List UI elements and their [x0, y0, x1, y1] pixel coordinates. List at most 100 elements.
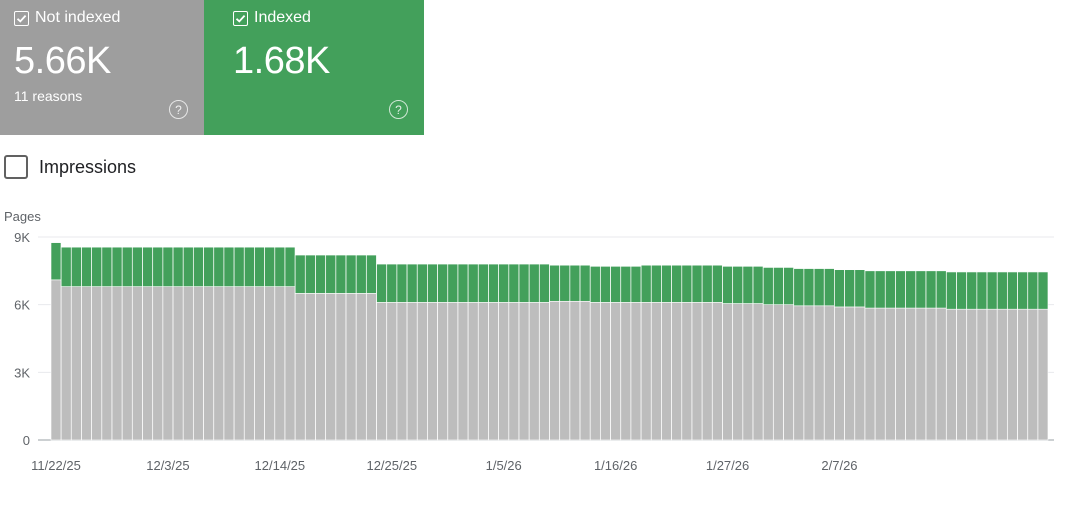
bar-indexed[interactable]: [121, 246, 133, 287]
bar-not-indexed[interactable]: [996, 308, 1008, 441]
bar-indexed[interactable]: [528, 263, 540, 303]
bar-indexed[interactable]: [935, 270, 947, 309]
bar-not-indexed[interactable]: [600, 302, 611, 441]
bar-indexed[interactable]: [986, 271, 998, 310]
bar-indexed[interactable]: [193, 246, 204, 287]
not-indexed-toggle[interactable]: Not indexed: [14, 9, 120, 27]
bar-not-indexed[interactable]: [203, 286, 214, 441]
bar-not-indexed[interactable]: [834, 306, 845, 441]
bar-indexed[interactable]: [111, 246, 123, 287]
bar-not-indexed[interactable]: [935, 307, 947, 441]
bar-not-indexed[interactable]: [345, 293, 357, 441]
bar-not-indexed[interactable]: [254, 286, 265, 441]
bar-indexed[interactable]: [254, 246, 265, 287]
bar-not-indexed[interactable]: [1027, 308, 1039, 441]
not-indexed-card[interactable]: Not indexed 5.66K 11 reasons ?: [0, 0, 204, 135]
bar-not-indexed[interactable]: [885, 307, 896, 441]
bar-indexed[interactable]: [264, 246, 275, 287]
help-icon[interactable]: ?: [389, 100, 408, 119]
bar-indexed[interactable]: [610, 266, 621, 303]
bar-not-indexed[interactable]: [366, 293, 377, 441]
bar-indexed[interactable]: [996, 271, 1008, 310]
bar-indexed[interactable]: [467, 263, 479, 303]
bar-not-indexed[interactable]: [518, 302, 530, 441]
bar-indexed[interactable]: [498, 263, 510, 303]
bar-not-indexed[interactable]: [630, 302, 642, 441]
bar-indexed[interactable]: [203, 246, 214, 287]
bar-indexed[interactable]: [691, 264, 703, 303]
bar-not-indexed[interactable]: [620, 302, 632, 441]
bar-not-indexed[interactable]: [498, 302, 510, 441]
bar-indexed[interactable]: [427, 263, 438, 303]
bar-not-indexed[interactable]: [264, 286, 275, 441]
bar-indexed[interactable]: [976, 271, 988, 310]
bar-indexed[interactable]: [885, 270, 896, 309]
bar-not-indexed[interactable]: [152, 286, 164, 441]
bar-indexed[interactable]: [701, 264, 713, 303]
bar-indexed[interactable]: [783, 267, 794, 305]
bar-indexed[interactable]: [712, 264, 723, 303]
bar-indexed[interactable]: [620, 266, 632, 303]
bar-not-indexed[interactable]: [101, 286, 113, 441]
bar-not-indexed[interactable]: [915, 307, 927, 441]
bar-indexed[interactable]: [1037, 271, 1049, 310]
bar-indexed[interactable]: [742, 266, 754, 304]
bar-not-indexed[interactable]: [233, 286, 245, 441]
bar-not-indexed[interactable]: [305, 293, 316, 441]
bar-indexed[interactable]: [335, 254, 347, 294]
bar-indexed[interactable]: [762, 267, 774, 305]
bar-indexed[interactable]: [345, 254, 357, 294]
bar-indexed[interactable]: [132, 246, 143, 287]
bar-not-indexed[interactable]: [91, 286, 102, 441]
bar-not-indexed[interactable]: [508, 302, 520, 441]
bar-indexed[interactable]: [233, 246, 245, 287]
bar-not-indexed[interactable]: [569, 300, 581, 441]
bar-not-indexed[interactable]: [549, 300, 560, 441]
bar-indexed[interactable]: [244, 246, 255, 287]
bar-indexed[interactable]: [457, 263, 469, 303]
bar-indexed[interactable]: [834, 269, 845, 308]
bar-not-indexed[interactable]: [539, 302, 550, 441]
bar-indexed[interactable]: [478, 263, 489, 303]
bar-indexed[interactable]: [651, 264, 662, 303]
bar-not-indexed[interactable]: [142, 286, 153, 441]
bar-indexed[interactable]: [91, 246, 102, 287]
bar-not-indexed[interactable]: [447, 302, 459, 441]
bar-indexed[interactable]: [315, 254, 326, 294]
bar-indexed[interactable]: [101, 246, 113, 287]
bar-indexed[interactable]: [376, 263, 387, 303]
bar-not-indexed[interactable]: [325, 293, 337, 441]
bar-not-indexed[interactable]: [1037, 308, 1049, 441]
bar-not-indexed[interactable]: [1017, 308, 1028, 441]
checkbox-checked-icon[interactable]: [14, 10, 29, 26]
bar-indexed[interactable]: [447, 263, 459, 303]
bar-not-indexed[interactable]: [132, 286, 143, 441]
bar-indexed[interactable]: [773, 267, 784, 305]
bar-indexed[interactable]: [661, 264, 672, 303]
bar-not-indexed[interactable]: [874, 307, 886, 441]
bar-indexed[interactable]: [508, 263, 520, 303]
bar-not-indexed[interactable]: [193, 286, 204, 441]
bar-not-indexed[interactable]: [406, 302, 418, 441]
bar-not-indexed[interactable]: [966, 308, 978, 441]
bar-indexed[interactable]: [213, 246, 225, 287]
bar-indexed[interactable]: [172, 246, 184, 287]
bar-indexed[interactable]: [671, 264, 682, 303]
bar-indexed[interactable]: [1027, 271, 1039, 310]
bar-not-indexed[interactable]: [712, 302, 723, 441]
bar-not-indexed[interactable]: [376, 302, 387, 441]
bar-indexed[interactable]: [274, 246, 286, 287]
bar-indexed[interactable]: [488, 263, 499, 303]
bar-not-indexed[interactable]: [294, 293, 306, 441]
bar-indexed[interactable]: [549, 264, 560, 302]
bar-not-indexed[interactable]: [457, 302, 469, 441]
bar-not-indexed[interactable]: [701, 302, 713, 441]
bar-indexed[interactable]: [284, 246, 296, 287]
bar-indexed[interactable]: [182, 246, 194, 287]
bar-not-indexed[interactable]: [823, 305, 835, 441]
bar-indexed[interactable]: [600, 266, 611, 303]
bar-not-indexed[interactable]: [71, 286, 82, 441]
bar-not-indexed[interactable]: [956, 308, 967, 441]
bar-indexed[interactable]: [1017, 271, 1028, 310]
impressions-toggle[interactable]: Impressions: [4, 155, 136, 179]
